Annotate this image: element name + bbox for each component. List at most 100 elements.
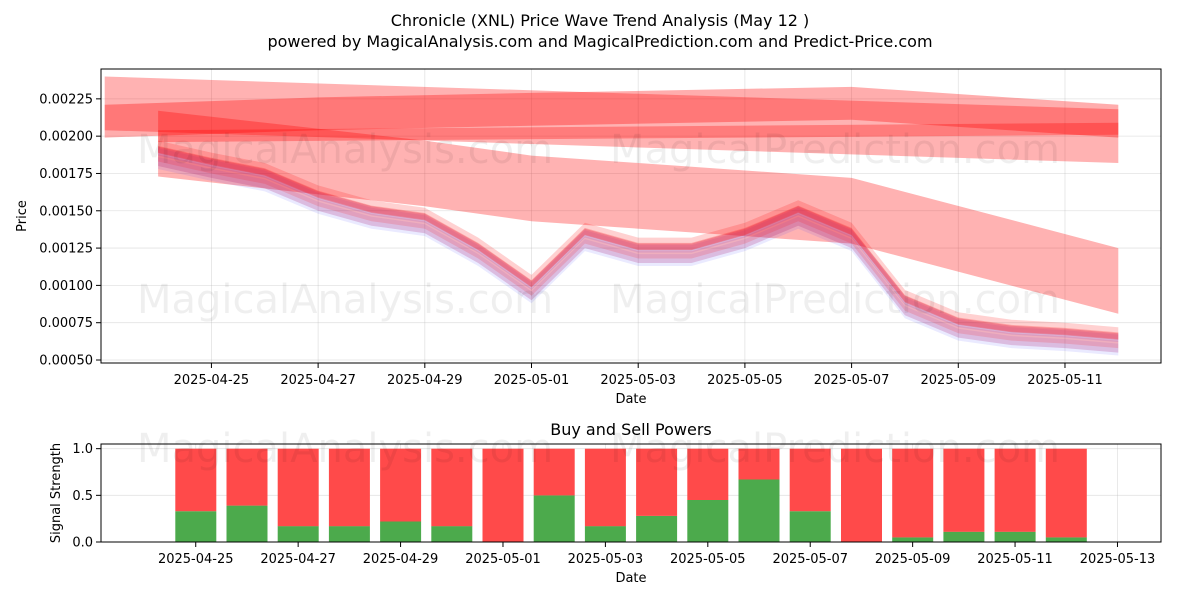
buy-power-bar xyxy=(277,526,319,542)
power-y-tick-label: 0.0 xyxy=(72,536,93,551)
power-panel: Buy and Sell Powers MagicalAnalysis.com … xyxy=(49,420,1162,586)
price-x-tick-label: 2025-04-27 xyxy=(280,373,356,388)
power-y-tick-label: 0.5 xyxy=(72,489,93,504)
watermark-analysis: MagicalAnalysis.com xyxy=(137,277,553,323)
buy-power-bar xyxy=(1045,537,1087,542)
price-wave-band xyxy=(158,140,1119,340)
price-x-tick-label: 2025-04-25 xyxy=(174,373,250,388)
sell-power-bar xyxy=(1045,448,1087,538)
power-title: Buy and Sell Powers xyxy=(550,420,712,439)
sell-power-bar xyxy=(636,448,678,516)
trend-wave-band xyxy=(158,110,1119,314)
price-x-tick-label: 2025-05-09 xyxy=(921,373,997,388)
sell-power-bar xyxy=(841,448,882,542)
buy-power-bar xyxy=(584,526,626,542)
power-axes-frame xyxy=(100,443,1162,543)
sell-power-bar xyxy=(328,448,370,527)
price-y-tick-label: 0.00200 xyxy=(39,130,93,145)
power-x-tick-label: 2025-05-07 xyxy=(772,552,848,567)
power-watermarks: MagicalAnalysis.com MagicalPrediction.co… xyxy=(137,426,1060,472)
trend-wave-band xyxy=(158,122,1119,143)
trend-wave-band xyxy=(104,76,1119,163)
sell-power-bar xyxy=(738,448,780,480)
price-y-ticks: 0.00050 0.00075 0.00100 0.00125 0.00150 0.001… xyxy=(39,92,101,369)
price-y-tick-label: 0.00225 xyxy=(39,92,93,107)
price-panel: MagicalAnalysis.com MagicalPrediction.co… xyxy=(15,68,1162,407)
buy-power-bar xyxy=(892,537,934,542)
buy-power-bar xyxy=(738,479,780,542)
power-x-tick-label: 2025-05-11 xyxy=(977,552,1053,567)
watermark-analysis: MagicalAnalysis.com xyxy=(137,426,553,472)
sell-power-bar xyxy=(994,448,1036,532)
price-wave-band xyxy=(158,148,1119,353)
sell-power-bar xyxy=(584,448,626,527)
sell-power-bar xyxy=(175,448,217,512)
sell-power-bar xyxy=(380,448,422,522)
price-wave-band xyxy=(158,154,1119,353)
buy-power-bar xyxy=(687,500,729,542)
sell-power-bar xyxy=(789,448,831,512)
power-x-tick-label: 2025-05-01 xyxy=(465,552,541,567)
sell-power-bar xyxy=(482,448,524,542)
price-wave-band xyxy=(158,146,1119,343)
buy-power-bar xyxy=(994,531,1036,542)
power-x-tick-label: 2025-04-29 xyxy=(363,552,439,567)
trend-wave-band xyxy=(104,86,1119,138)
sell-power-bar xyxy=(277,448,319,527)
price-wave-band xyxy=(158,146,1119,349)
price-x-tick-label: 2025-05-05 xyxy=(707,373,783,388)
price-y-label: Price xyxy=(15,200,30,232)
price-y-tick-label: 0.00050 xyxy=(39,354,93,369)
buy-power-bar xyxy=(533,495,575,542)
price-y-tick-label: 0.00125 xyxy=(39,242,93,257)
power-x-label: Date xyxy=(615,571,646,586)
sell-power-bar xyxy=(431,448,473,527)
price-x-tick-label: 2025-04-29 xyxy=(387,373,463,388)
power-y-ticks: 0.0 0.5 1.0 xyxy=(72,442,101,551)
price-grid xyxy=(101,69,1161,363)
chart-title: Chronicle (XNL) Price Wave Trend Analysi… xyxy=(391,11,810,30)
price-y-tick-label: 0.00175 xyxy=(39,167,93,182)
buy-power-bar xyxy=(226,505,268,542)
wave-band-layer xyxy=(104,76,1119,356)
chart-subtitle: powered by MagicalAnalysis.com and Magic… xyxy=(267,32,932,51)
power-x-tick-label: 2025-05-05 xyxy=(670,552,746,567)
power-x-tick-label: 2025-04-25 xyxy=(158,552,234,567)
sell-power-bar xyxy=(533,448,575,496)
power-y-label: Signal Strength xyxy=(49,443,64,543)
buy-power-bar xyxy=(789,511,831,542)
price-x-tick-label: 2025-05-01 xyxy=(494,373,570,388)
price-x-tick-label: 2025-05-11 xyxy=(1027,373,1103,388)
buy-power-bar xyxy=(380,521,422,542)
sell-power-bar xyxy=(687,448,729,500)
wave-bands xyxy=(104,76,1119,356)
price-watermarks: MagicalAnalysis.com MagicalPrediction.co… xyxy=(137,127,1060,323)
power-y-tick-label: 1.0 xyxy=(72,442,93,457)
buy-power-bar xyxy=(328,526,370,542)
price-y-tick-label: 0.00100 xyxy=(39,279,93,294)
price-y-tick-label: 0.00150 xyxy=(39,204,93,219)
price-axes-frame xyxy=(100,68,1162,364)
watermark-prediction: MagicalPrediction.com xyxy=(610,277,1060,323)
sell-power-bar xyxy=(226,448,268,506)
price-wave-band xyxy=(158,145,1119,340)
power-bars xyxy=(175,448,1087,542)
buy-power-bar xyxy=(636,515,678,542)
watermark-analysis: MagicalAnalysis.com xyxy=(137,127,553,173)
buy-power-bar xyxy=(175,511,217,542)
watermark-prediction: MagicalPrediction.com xyxy=(610,426,1060,472)
power-x-tick-label: 2025-04-27 xyxy=(260,552,336,567)
sell-power-bar xyxy=(892,448,934,538)
power-x-ticks: 2025-04-25 2025-04-27 2025-04-29 2025-05-01… xyxy=(158,542,1155,567)
price-x-tick-label: 2025-05-03 xyxy=(600,373,676,388)
power-x-tick-label: 2025-05-13 xyxy=(1080,552,1156,567)
sell-power-bar xyxy=(943,448,985,532)
price-y-tick-label: 0.00075 xyxy=(39,316,93,331)
price-x-label: Date xyxy=(615,392,646,407)
power-x-tick-label: 2025-05-03 xyxy=(568,552,644,567)
buy-power-bar xyxy=(943,531,985,542)
price-x-ticks: 2025-04-25 2025-04-27 2025-04-29 2025-05-01… xyxy=(174,363,1103,388)
power-x-tick-label: 2025-05-09 xyxy=(875,552,951,567)
price-wave-band xyxy=(158,157,1119,356)
